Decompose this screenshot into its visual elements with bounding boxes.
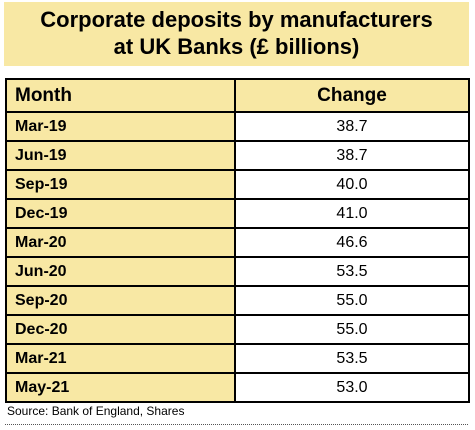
column-header-month: Month [5,78,236,113]
month-cell: Sep-19 [5,169,236,200]
column-header-change: Change [234,78,470,113]
table-row: Sep-19 40.0 [5,169,470,200]
month-cell: Mar-19 [5,111,236,142]
month-cell: Mar-21 [5,343,236,374]
table-row: May-21 53.0 [5,372,470,403]
table-row: Mar-20 46.6 [5,227,470,258]
chart-title: Corporate deposits by manufacturers at U… [4,2,469,66]
month-cell: Jun-19 [5,140,236,171]
change-value-cell: 41.0 [234,198,470,229]
table-row: Mar-19 38.7 [5,111,470,142]
change-value-cell: 53.0 [234,372,470,403]
title-line-1: Corporate deposits by manufacturers [40,7,433,32]
month-cell: Dec-19 [5,198,236,229]
change-value-cell: 46.6 [234,227,470,258]
change-value-cell: 38.7 [234,140,470,171]
change-value-cell: 53.5 [234,343,470,374]
table-row: Jun-19 38.7 [5,140,470,171]
change-value-cell: 38.7 [234,111,470,142]
change-value-cell: 55.0 [234,314,470,345]
table-row: Jun-20 53.5 [5,256,470,287]
month-cell: Sep-20 [5,285,236,316]
month-cell: Dec-20 [5,314,236,345]
change-value-cell: 55.0 [234,285,470,316]
dotted-divider [5,424,468,425]
month-cell: Jun-20 [5,256,236,287]
table-row: Sep-20 55.0 [5,285,470,316]
header-row: Month Change [5,78,470,113]
table-row: Dec-19 41.0 [5,198,470,229]
table-row: Mar-21 53.5 [5,343,470,374]
table-row: Dec-20 55.0 [5,314,470,345]
month-cell: Mar-20 [5,227,236,258]
month-cell: May-21 [5,372,236,403]
source-note: Source: Bank of England, Shares [7,404,185,418]
change-value-cell: 53.5 [234,256,470,287]
data-table: Month Change Mar-19 38.7 Jun-19 38.7 Sep-19 4… [5,78,470,403]
title-line-2: at UK Banks (£ billions) [113,34,360,59]
change-value-cell: 40.0 [234,169,470,200]
